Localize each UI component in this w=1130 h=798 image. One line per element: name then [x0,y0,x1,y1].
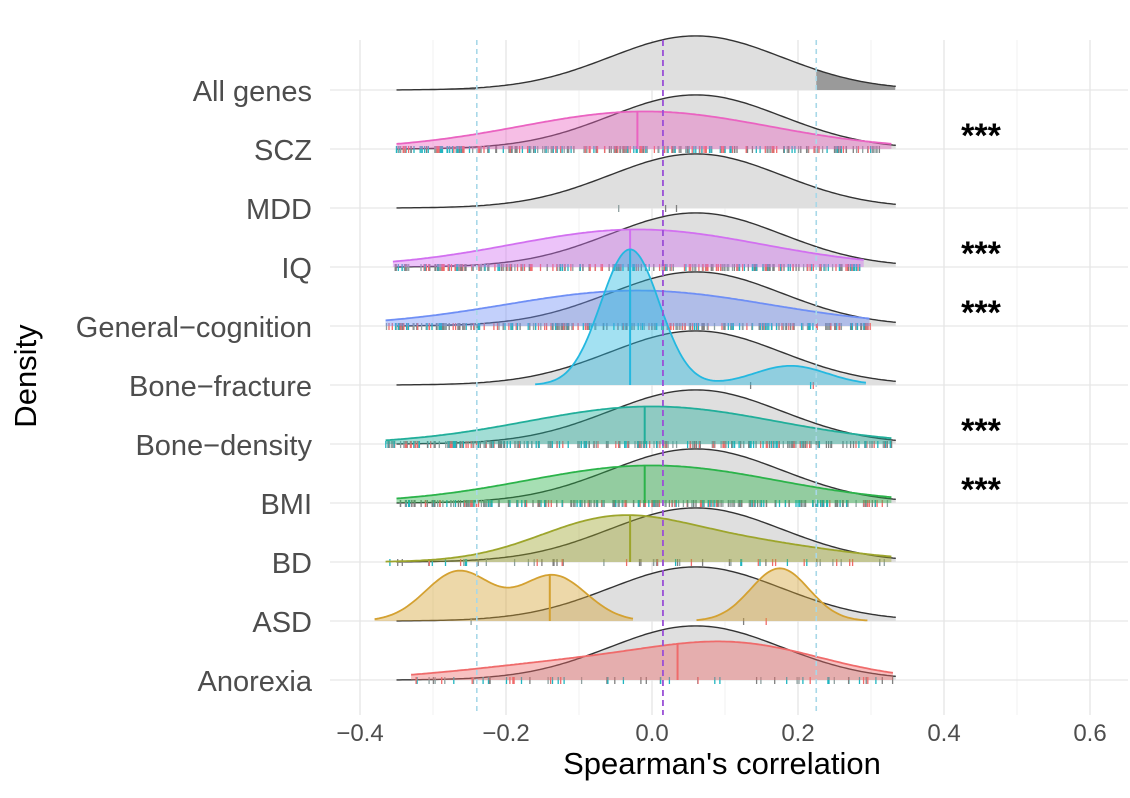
background-density-line [396,153,896,209]
series-density-area [411,641,893,680]
background-density-line [396,448,896,504]
background-density-line [396,330,896,386]
series-density-line [374,569,634,620]
series-density-line [696,567,868,622]
upper-tail-area [816,69,896,90]
category-label: SCZ [254,135,312,167]
category-label: BMI [260,489,312,521]
ridge-mdd [396,153,896,212]
ridges [374,35,896,684]
series-density-area [385,406,892,444]
category-labels: All genes SCZ MDD IQ General−cognition Bone−f… [76,76,313,698]
category-label: Anorexia [198,666,313,698]
x-tick-label: 0.2 [781,720,814,747]
significance-stars: *** [961,235,1001,273]
category-label: BD [272,548,312,580]
x-tick-labels: −0.4 −0.2 0.0 0.2 0.4 0.6 [336,720,1106,747]
ridge-bone-fracture [396,248,896,389]
background-density-area [396,271,896,326]
series-density-area [392,229,864,267]
ridge-bmi [396,448,896,507]
category-label: Bone−density [135,430,312,462]
ridge-bone-density [385,389,896,448]
y-axis-title: Density [8,324,43,428]
category-label: All genes [193,76,312,108]
category-label: MDD [246,194,312,226]
series-density-line [396,464,892,500]
series-density-area [374,570,633,621]
series-density-line [385,289,870,322]
background-density-area [396,35,896,90]
category-label: General−cognition [76,312,312,344]
significance-stars: *** [961,294,1001,332]
background-density-line [396,35,896,91]
ridge-anorexia [396,625,896,684]
series-density-area [385,290,870,326]
x-tick-label: 0.6 [1073,720,1106,747]
x-tick-label: −0.2 [482,720,529,747]
series-density-line [385,405,892,442]
series-density-line [385,514,892,563]
series-density-area [385,515,892,562]
x-tick-label: 0.4 [927,720,960,747]
ridge-scz [395,94,896,153]
background-density-area [396,566,896,621]
background-density-area [396,448,896,503]
ridge-asd [374,566,896,625]
ridge-iq [392,212,896,271]
series-density-area [696,568,868,621]
background-density-area [396,212,896,267]
background-density-area [396,507,896,562]
category-label: Bone−fracture [129,371,312,403]
background-density-area [396,94,896,149]
series-density-line [411,640,894,676]
x-tick-label: −0.4 [336,720,383,747]
ridge-bd [385,507,896,566]
series-density-line [396,110,892,145]
ridge-all-genes [396,35,896,91]
x-tick-label: 0.0 [635,720,668,747]
reference-lines [475,40,818,715]
x-axis-title: Spearman's correlation [563,746,881,781]
background-density-line [396,566,896,622]
category-label: IQ [281,253,312,285]
background-density-area [396,625,896,680]
background-density-area [396,153,896,208]
series-density-line [392,228,864,263]
background-density-line [396,625,896,681]
category-label: ASD [252,607,312,639]
significance-stars: *** [961,471,1001,509]
series-density-line [535,248,867,386]
series-density-area [535,249,866,385]
significance-labels: *** *** *** *** *** [961,117,1001,509]
significance-stars: *** [961,412,1001,450]
ridge-general-cognition [385,271,896,330]
significance-stars: *** [961,117,1001,155]
background-density-area [396,389,896,444]
background-density-area [396,330,896,385]
series-density-area [396,111,892,149]
